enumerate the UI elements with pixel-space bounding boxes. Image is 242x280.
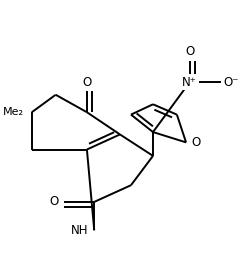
Text: O: O [192, 136, 201, 149]
Text: O⁻: O⁻ [223, 76, 239, 88]
Text: NH: NH [71, 224, 89, 237]
Text: O: O [49, 195, 58, 208]
Text: Me₂: Me₂ [3, 107, 24, 117]
Text: O: O [185, 45, 194, 59]
Text: N⁺: N⁺ [182, 76, 197, 88]
Text: O: O [82, 76, 91, 88]
